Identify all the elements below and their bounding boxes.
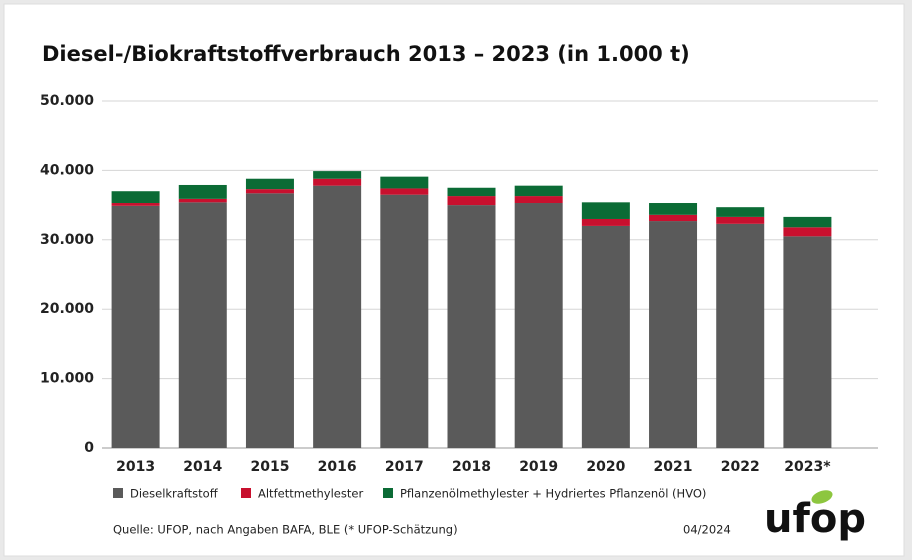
bar-segment <box>783 216 832 228</box>
bar-segment <box>716 207 765 217</box>
legend-swatch <box>113 488 123 498</box>
bar-segment <box>313 171 362 179</box>
bar-segment <box>245 189 294 194</box>
bar-segment <box>111 205 160 448</box>
x-tick-label: 2016 <box>318 459 357 475</box>
bar-segment <box>111 191 160 204</box>
bar-segment <box>380 188 429 195</box>
legend-label: Altfettmethylester <box>258 487 363 501</box>
legend-swatch <box>241 488 251 498</box>
y-tick-label: 50.000 <box>40 93 94 109</box>
bar-segment <box>581 202 630 219</box>
bar-segment <box>313 178 362 186</box>
bar-segment <box>447 187 496 197</box>
y-tick-label: 40.000 <box>40 162 94 178</box>
bar-segment <box>514 185 563 197</box>
x-tick-label: 2022 <box>721 459 760 475</box>
bar-segment <box>380 176 429 189</box>
x-tick-label: 2023* <box>784 459 831 475</box>
logo: ufop <box>764 496 866 542</box>
x-tick-label: 2021 <box>654 459 693 475</box>
legend-label: Pflanzenölmethylester + Hydriertes Pflan… <box>400 487 706 501</box>
y-tick-label: 20.000 <box>40 301 94 317</box>
bar-segment <box>514 196 563 204</box>
logo-leaf <box>811 490 833 504</box>
x-tick-label: 2015 <box>250 459 289 475</box>
bar-segment <box>716 216 765 224</box>
y-tick-label: 10.000 <box>40 371 94 387</box>
bar-segment <box>783 236 832 448</box>
bar-segment <box>178 198 227 203</box>
bar-segment <box>649 214 698 222</box>
bar-segment <box>514 203 563 448</box>
x-tick-label: 2018 <box>452 459 491 475</box>
x-tick-label: 2017 <box>385 459 424 475</box>
bar-segment <box>649 221 698 448</box>
bar-segment <box>783 227 832 237</box>
chart-title: Diesel-/Biokraftstoffverbrauch 2013 – 20… <box>42 42 690 66</box>
x-tick-label: 2013 <box>116 459 155 475</box>
legend-label: Dieselkraftstoff <box>130 487 219 501</box>
bar-segment <box>111 203 160 206</box>
bar-segment <box>178 202 227 448</box>
bar-segment <box>581 218 630 226</box>
y-tick-label: 30.000 <box>40 232 94 248</box>
bar-segment <box>447 196 496 206</box>
source: Quelle: UFOP, nach Angaben BAFA, BLE (* … <box>113 523 458 537</box>
legend-swatch <box>383 488 393 498</box>
bar-segment <box>716 223 765 448</box>
x-tick-label: 2020 <box>586 459 625 475</box>
bar-segment <box>649 203 698 215</box>
bar-segment <box>245 193 294 448</box>
bar-segment <box>245 178 294 190</box>
y-tick-label: 0 <box>84 440 94 456</box>
bar-segment <box>313 185 362 448</box>
bar-segment <box>178 184 227 199</box>
bar-segment <box>447 205 496 448</box>
x-tick-label: 2014 <box>183 459 222 475</box>
bar-segment <box>380 194 429 448</box>
x-tick-label: 2019 <box>519 459 558 475</box>
bar-segment <box>581 225 630 448</box>
date: 04/2024 <box>683 523 731 537</box>
